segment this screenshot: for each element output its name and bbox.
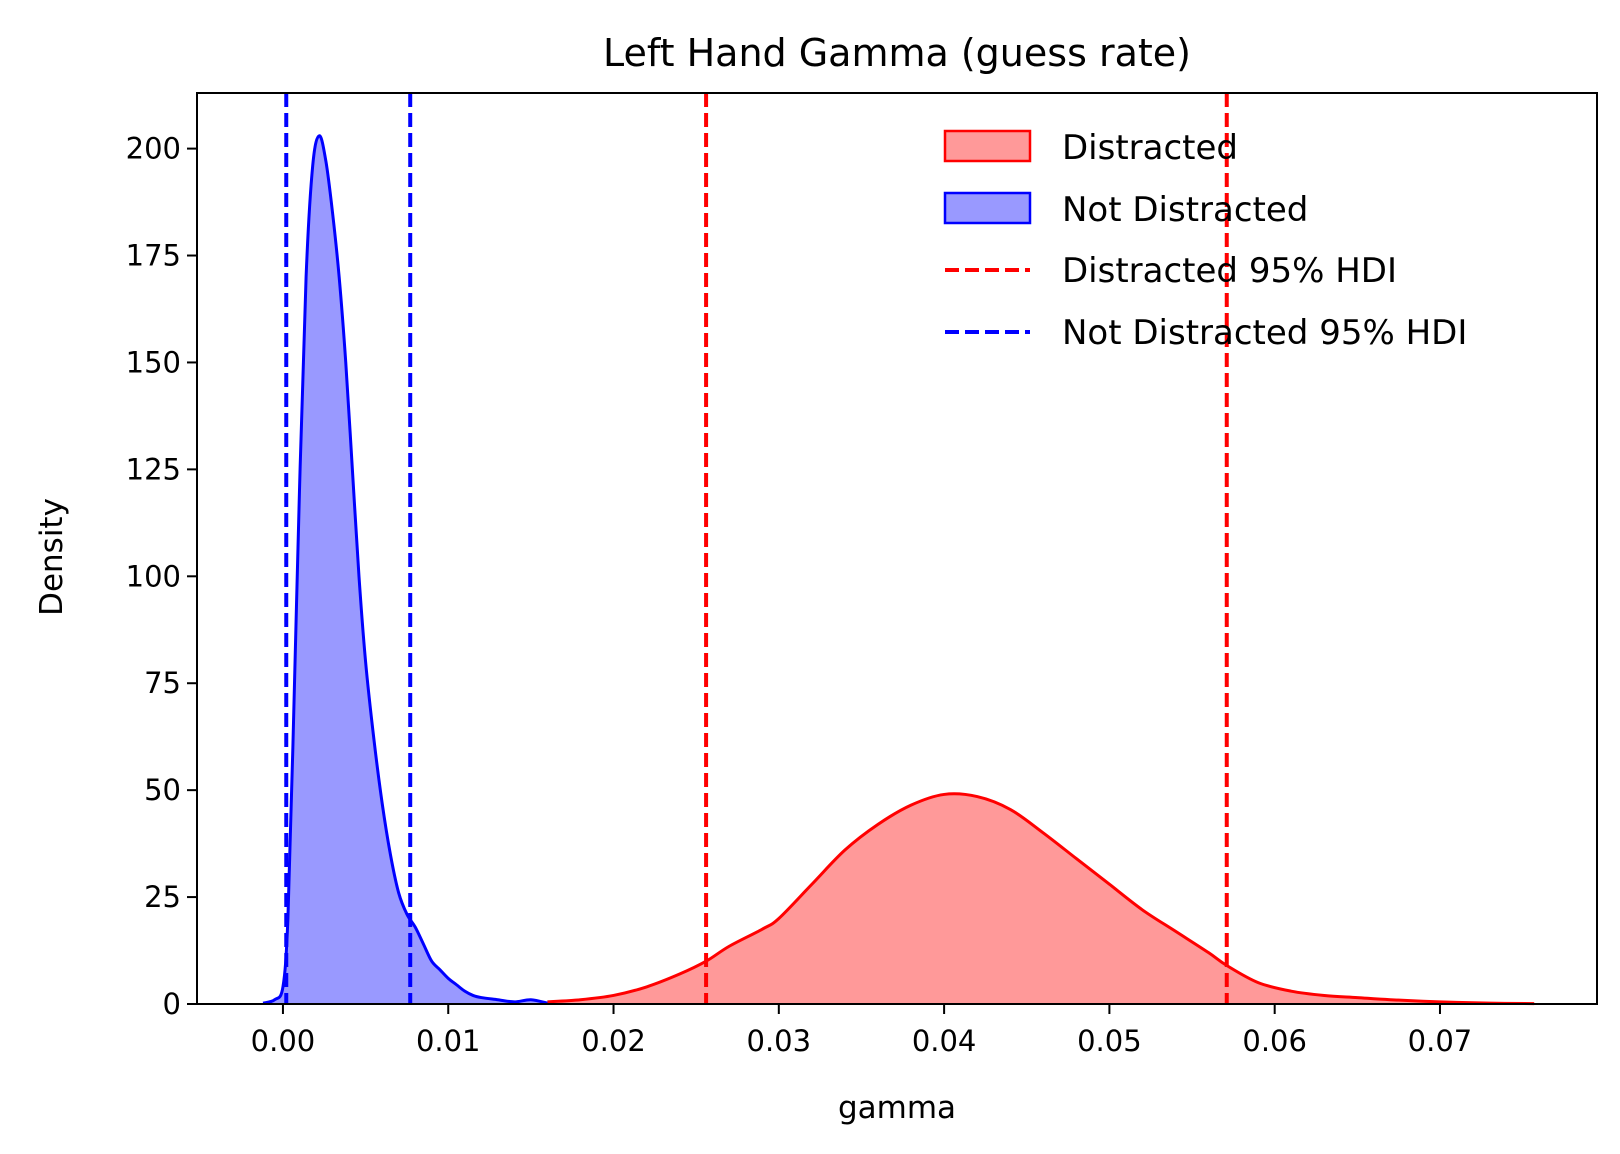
- chart-title: Left Hand Gamma (guess rate): [603, 31, 1191, 75]
- legend-label-not-distracted-hdi: Not Distracted 95% HDI: [1062, 313, 1467, 353]
- plot-frame: [196, 92, 1598, 1005]
- x-tick-label: 0.05: [1077, 1024, 1142, 1058]
- x-tick-label: 0.02: [581, 1024, 646, 1058]
- y-tick-label: 125: [126, 452, 181, 486]
- x-tick-label: 0.06: [1242, 1024, 1307, 1058]
- density-line-not-distracted: [262, 134, 548, 1005]
- legend: Distracted Not Distracted Distracted 95%…: [943, 128, 1467, 353]
- y-axis-ticks: 0 25 50 75 100 125 150 175 200: [126, 132, 197, 1021]
- y-tick-label: 75: [144, 666, 181, 700]
- y-tick-label: 0: [163, 987, 181, 1021]
- x-axis-title: gamma: [838, 1090, 956, 1126]
- x-axis-ticks: 0.00 0.01 0.02 0.03 0.04 0.05 0.06 0.07: [251, 1004, 1473, 1058]
- x-tick-label: 0.03: [747, 1024, 812, 1058]
- density-area-distracted: [547, 793, 1535, 1004]
- y-tick-label: 50: [144, 773, 181, 807]
- legend-label-distracted: Distracted: [1062, 128, 1238, 168]
- x-tick-label: 0.00: [251, 1024, 316, 1058]
- x-tick-label: 0.04: [912, 1024, 977, 1058]
- y-tick-label: 150: [126, 345, 181, 379]
- legend-label-distracted-hdi: Distracted 95% HDI: [1062, 251, 1397, 291]
- y-tick-label: 175: [126, 239, 181, 273]
- legend-swatch-not-distracted: [943, 191, 1032, 225]
- x-tick-label: 0.01: [416, 1024, 481, 1058]
- legend-swatch-distracted: [943, 129, 1032, 163]
- y-tick-label: 200: [126, 132, 181, 166]
- x-tick-label: 0.07: [1408, 1024, 1473, 1058]
- density-area-not-distracted: [263, 135, 548, 1005]
- y-axis-title: Density: [34, 498, 70, 616]
- hdi-lines: [284, 93, 1229, 1004]
- y-tick-label: 25: [144, 880, 181, 914]
- y-tick-label: 100: [126, 559, 181, 593]
- legend-label-not-distracted: Not Distracted: [1062, 190, 1308, 230]
